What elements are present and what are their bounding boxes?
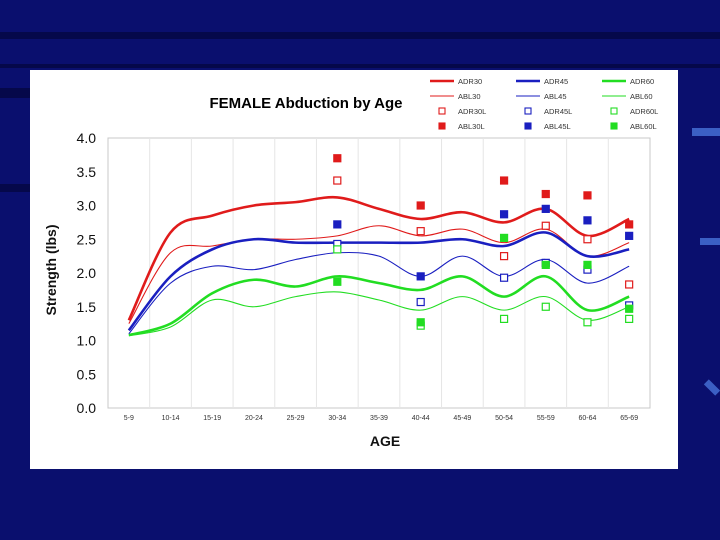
data-point-adr45l [499, 273, 509, 282]
data-point-abl30l [499, 176, 509, 185]
x-tick-label: 30-34 [328, 415, 346, 422]
data-point-abl60l [499, 233, 509, 242]
data-point-abl30l [625, 220, 634, 229]
x-axis-label: AGE [370, 433, 400, 449]
legend-label: ADR60 [630, 77, 654, 86]
data-point-abl30l [583, 191, 592, 200]
series-line-adr60 [128, 275, 630, 337]
y-axis-label: Strength (lbs) [43, 225, 59, 316]
x-tick-label: 55-59 [537, 415, 555, 422]
data-point-adr60l [499, 314, 509, 323]
background-stripe [0, 184, 30, 192]
series-line-adr45 [127, 231, 630, 332]
y-tick-label: 1.5 [77, 299, 97, 315]
y-tick-label: 3.5 [77, 164, 97, 180]
x-tick-label: 25-29 [287, 415, 305, 422]
data-point-abl30l [416, 201, 425, 210]
data-point-abl60l [583, 260, 592, 269]
data-point-abl30l [333, 154, 342, 163]
data-point-adr30l [333, 176, 342, 185]
data-point-abl45l [416, 272, 425, 281]
chart-card: FEMALE Abduction by Age 0.0 0.5 1.0 1.5 2.0 2… [30, 70, 678, 469]
data-point-adr60l [625, 314, 634, 323]
legend-swatch [438, 122, 446, 130]
legend-swatch [610, 107, 618, 115]
y-tick-label: 1.0 [77, 333, 97, 349]
data-point-adr30l [541, 221, 550, 230]
x-tick-label: 35-39 [370, 415, 388, 422]
legend: ADR30 ADR45 ADR60 ABL30 ABL45 ABL60 ADR30L ADR4… [422, 72, 676, 136]
data-point-abl60l [333, 277, 342, 286]
x-tick-label: 50-54 [495, 415, 513, 422]
legend-label: ADR30 [458, 77, 482, 86]
x-tick-labels: 5-9 10-14 15-19 20-24 25-29 30-34 35-39 40-44 45… [124, 415, 638, 422]
background-stripe [0, 64, 720, 68]
data-point-abl45l [333, 220, 342, 229]
legend-label: ABL60L [630, 122, 657, 131]
series-line-abl60 [128, 291, 630, 337]
background-stripe [0, 88, 30, 98]
data-point-adr60l [583, 318, 592, 327]
line-chart: FEMALE Abduction by Age 0.0 0.5 1.0 1.5 2.0 2… [43, 72, 676, 449]
data-point-abl60l [625, 304, 634, 313]
y-tick-label: 2.0 [77, 265, 97, 281]
y-tick-label: 2.5 [77, 231, 97, 247]
legend-label: ADR60L [630, 107, 658, 116]
x-tick-label: 10-14 [162, 415, 180, 422]
x-tick-label: 65-69 [620, 415, 638, 422]
legend-label: ABL30 [458, 92, 481, 101]
legend-swatch [610, 122, 618, 130]
data-point-adr60l [333, 245, 342, 254]
legend-label: ABL30L [458, 122, 485, 131]
y-tick-label: 0.5 [77, 366, 97, 382]
x-tick-label: 15-19 [203, 415, 221, 422]
data-point-abl30l [541, 189, 550, 199]
legend-label: ABL60 [630, 92, 653, 101]
data-point-abl60l [416, 318, 425, 327]
plot-area [107, 137, 651, 409]
background-dash [692, 128, 720, 136]
legend-label: ABL45L [544, 122, 571, 131]
y-tick-label: 3.0 [77, 198, 97, 214]
grid-layer [107, 137, 651, 409]
legend-box [422, 72, 676, 136]
marker-layer [333, 154, 634, 330]
x-tick-label: 20-24 [245, 415, 263, 422]
legend-label: ABL45 [544, 92, 567, 101]
legend-swatch [438, 107, 446, 115]
x-tick-label: 60-64 [579, 415, 597, 422]
data-point-abl45l [625, 231, 634, 240]
x-tick-label: 45-49 [453, 415, 471, 422]
y-tick-labels: 0.0 0.5 1.0 1.5 2.0 2.5 3.0 3.5 4.0 [77, 130, 97, 416]
data-point-adr60l [541, 302, 550, 311]
data-point-adr30l [583, 235, 592, 244]
background-stripe [0, 32, 720, 39]
y-tick-label: 4.0 [77, 130, 97, 146]
legend-swatch [524, 107, 532, 115]
x-tick-label: 40-44 [412, 415, 430, 422]
data-point-abl45l [541, 204, 550, 213]
background-dash [703, 379, 720, 396]
data-point-abl45l [499, 210, 509, 219]
data-point-adr30l [416, 227, 425, 236]
y-tick-label: 0.0 [77, 400, 97, 416]
data-point-adr30l [625, 280, 634, 289]
chart-title: FEMALE Abduction by Age [209, 95, 402, 112]
legend-label: ADR30L [458, 107, 486, 116]
x-tick-label: 5-9 [124, 415, 134, 422]
data-point-abl45l [583, 216, 592, 225]
background-dash [700, 238, 720, 245]
legend-swatch [524, 122, 532, 130]
data-point-adr45l [416, 297, 425, 307]
data-point-abl60l [541, 260, 550, 269]
legend-label: ADR45 [544, 77, 568, 86]
data-point-adr30l [499, 252, 509, 261]
legend-label: ADR45L [544, 107, 572, 116]
